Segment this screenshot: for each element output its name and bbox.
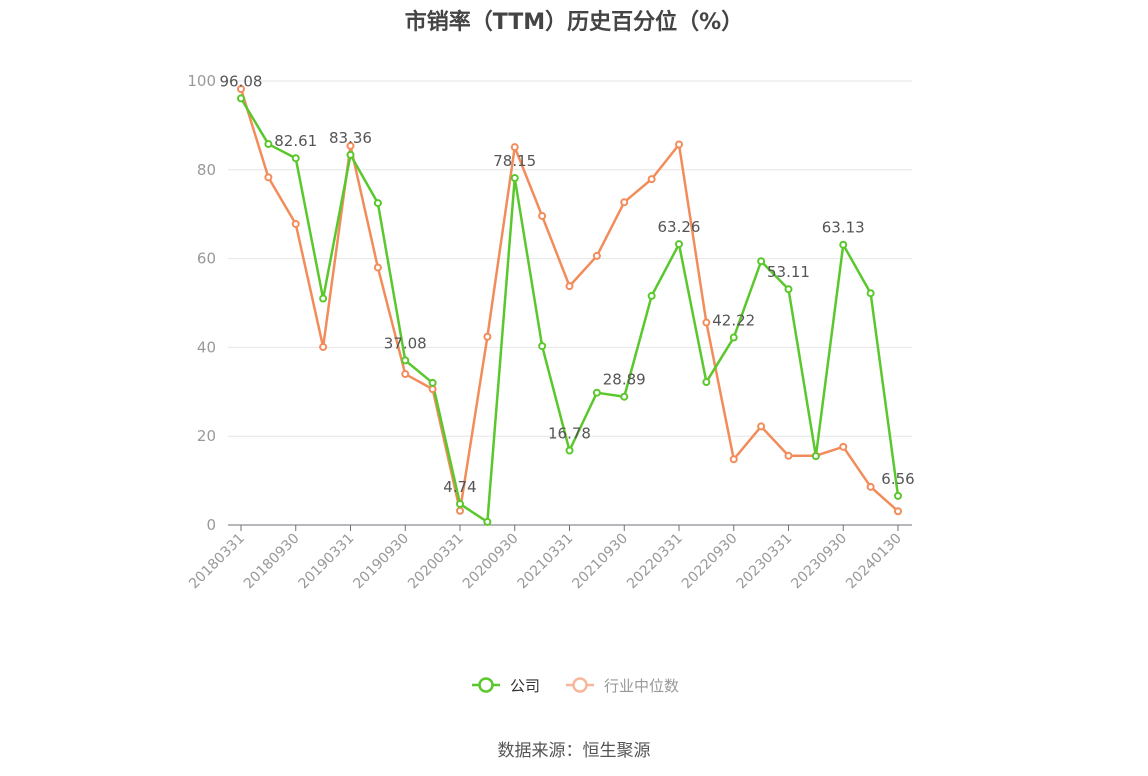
data-point	[784, 285, 793, 294]
data-point	[592, 251, 601, 260]
x-tick-label: 20210930	[569, 531, 631, 593]
x-tick-label: 20200930	[460, 531, 522, 593]
x-tick-label: 20230331	[734, 531, 796, 593]
y-axis: 0 20 40 60 80 100	[187, 72, 216, 534]
data-point	[264, 140, 273, 149]
data-point	[675, 240, 683, 249]
data-point	[565, 282, 574, 291]
x-tick-label: 20180930	[241, 531, 303, 593]
legend-label: 行业中位数	[604, 677, 679, 695]
data-point	[483, 517, 492, 526]
y-tick-label: 40	[197, 338, 216, 356]
data-point	[456, 506, 464, 515]
data-point	[291, 219, 300, 228]
legend-marker	[478, 677, 494, 693]
chart-title: 市销率（TTM）历史百分位（%）	[404, 10, 744, 35]
data-point	[319, 342, 328, 351]
x-tick-label: 20220331	[624, 531, 686, 593]
data-point	[592, 388, 601, 397]
series-line	[239, 97, 900, 524]
data-point	[811, 452, 820, 461]
x-tick-label: 20230930	[788, 531, 850, 593]
x-tick-label: 20190331	[296, 531, 358, 593]
data-point	[237, 94, 245, 103]
grid-lines	[228, 80, 912, 437]
data-source: 数据来源：恒生聚源	[497, 741, 651, 761]
data-label: 63.26	[658, 218, 701, 236]
y-tick-label: 100	[187, 72, 216, 90]
x-tick-label: 20220930	[679, 531, 741, 593]
y-tick-label: 0	[206, 516, 216, 534]
data-point	[483, 332, 492, 341]
data-labels: 96.08 82.61 83.36 37.08 4.74 78.15 16.78 28.89 6…	[220, 72, 915, 496]
data-point	[620, 392, 629, 401]
data-point	[702, 378, 711, 387]
data-point	[757, 257, 766, 266]
data-label: 4.74	[443, 478, 476, 496]
data-point	[894, 491, 902, 500]
x-tick-label: 20200331	[405, 531, 467, 593]
data-point	[620, 198, 629, 207]
data-point	[702, 318, 711, 327]
x-tick-label: 20240130	[843, 531, 905, 593]
data-point	[237, 84, 245, 93]
data-point	[565, 446, 574, 455]
data-label: 16.78	[548, 424, 591, 442]
data-point	[784, 451, 793, 460]
y-tick-label: 20	[197, 427, 216, 445]
data-point	[647, 175, 656, 184]
data-label: 42.22	[712, 312, 755, 330]
legend-label: 公司	[510, 677, 540, 695]
y-tick-label: 80	[197, 161, 216, 179]
data-label: 6.56	[881, 470, 914, 488]
data-point	[401, 356, 410, 365]
data-point	[729, 333, 738, 342]
data-label: 83.36	[329, 129, 372, 147]
legend: 公司 行业中位数	[472, 677, 679, 695]
data-point	[538, 211, 547, 220]
data-point	[866, 289, 875, 298]
x-tick-label: 20210331	[515, 531, 577, 593]
data-point	[894, 507, 902, 516]
data-point	[456, 499, 464, 508]
data-label: 78.15	[493, 152, 536, 170]
data-label: 37.08	[384, 334, 427, 352]
data-point	[729, 455, 738, 464]
data-point	[319, 294, 328, 303]
data-point	[264, 173, 273, 182]
legend-marker	[572, 677, 588, 693]
data-point	[346, 141, 355, 150]
data-point	[510, 143, 519, 152]
data-label: 28.89	[603, 371, 646, 389]
data-point	[428, 385, 437, 394]
data-point	[510, 174, 519, 183]
data-point	[346, 150, 355, 159]
data-label: 82.61	[274, 132, 317, 150]
data-point	[675, 140, 683, 149]
y-tick-label: 60	[197, 250, 216, 268]
x-tick-label: 20190930	[350, 531, 412, 593]
data-point	[647, 291, 656, 300]
data-point	[401, 370, 410, 379]
x-tick-label: 20180331	[186, 531, 248, 593]
data-point	[757, 422, 766, 431]
data-point	[428, 378, 437, 387]
series-points	[237, 84, 902, 526]
data-label: 96.08	[220, 72, 263, 90]
data-point	[373, 263, 382, 272]
data-label: 53.11	[767, 263, 810, 281]
data-point	[839, 240, 848, 249]
data-point	[291, 154, 300, 163]
data-label: 63.13	[822, 219, 865, 237]
data-point	[373, 199, 382, 208]
data-point	[866, 482, 875, 491]
series-lines	[239, 88, 900, 524]
data-point	[538, 342, 547, 351]
x-axis: 2018033120180930201903312019093020200331…	[186, 524, 912, 593]
data-point	[839, 442, 848, 451]
